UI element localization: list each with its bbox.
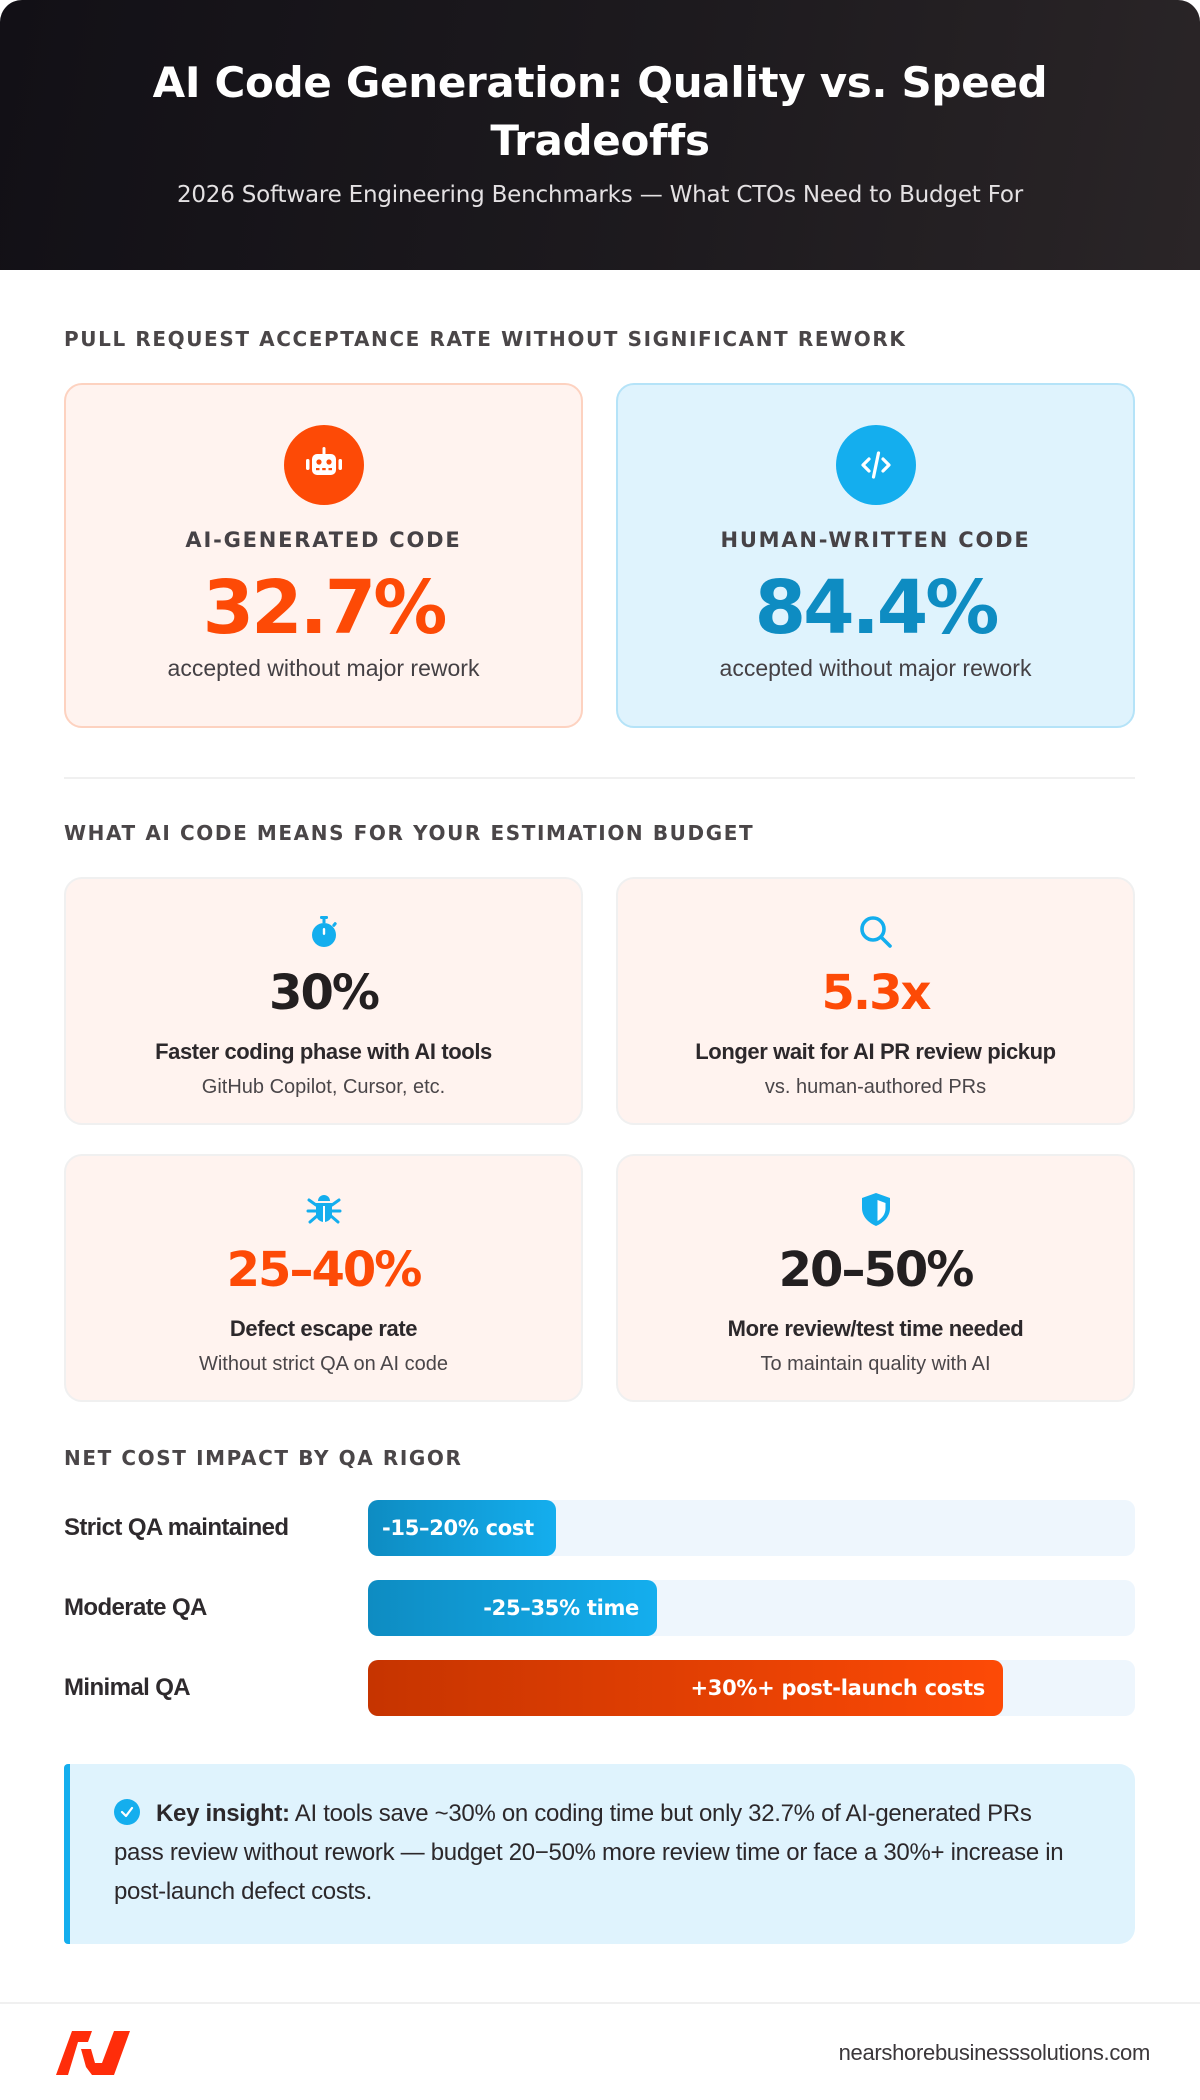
footer-divider: [0, 2002, 1200, 2004]
footer-website-link[interactable]: nearshorebusinesssolutions.com: [838, 2040, 1151, 2065]
section-heading-net-cost: NET COST IMPACT BY QA RIGOR: [64, 1446, 463, 1470]
bar-track: +30%+ post-launch costs: [368, 1660, 1135, 1716]
ai-card-label: AI-GENERATED CODE: [185, 528, 462, 552]
header-banner: AI Code Generation: Quality vs. Speed Tr…: [0, 0, 1200, 270]
ai-generated-card: AI-GENERATED CODE 32.7% accepted without…: [64, 383, 583, 728]
stat-card-review-wait: 5.3x Longer wait for AI PR review pickup…: [616, 877, 1135, 1125]
stat-subtitle: To maintain quality with AI: [760, 1353, 991, 1375]
shield-icon: [857, 1190, 895, 1228]
ai-card-caption: accepted without major rework: [167, 655, 480, 681]
stat-subtitle: Without strict QA on AI code: [198, 1353, 448, 1375]
stat-card-coding-speed: 30% Faster coding phase with AI tools Gi…: [64, 877, 583, 1125]
stat-subtitle: GitHub Copilot, Cursor, etc.: [201, 1076, 446, 1098]
bar-fill-minimal-qa: +30%+ post-launch costs: [368, 1660, 1003, 1716]
bar-row-minimal-qa: Minimal QA +30%+ post-launch costs: [64, 1660, 1135, 1716]
human-card-label: HUMAN-WRITTEN CODE: [720, 528, 1031, 552]
human-acceptance-value: 84.4%: [754, 565, 1000, 651]
bar-label: Minimal QA: [64, 1674, 191, 1701]
insight-lead: Key insight:: [156, 1800, 290, 1827]
bar-label: Strict QA maintained: [64, 1514, 289, 1541]
human-written-card: HUMAN-WRITTEN CODE 84.4% accepted withou…: [616, 383, 1135, 728]
check-circle-icon: [114, 1799, 140, 1825]
bar-row-moderate-qa: Moderate QA -25–35% time: [64, 1580, 1135, 1636]
stat-value: 30%: [269, 965, 380, 1021]
stat-title: Longer wait for AI PR review pickup: [695, 1039, 1056, 1064]
brand-logo: [48, 2027, 148, 2079]
stat-value: 5.3x: [821, 965, 932, 1021]
stat-title: Faster coding phase with AI tools: [155, 1039, 492, 1064]
bar-track: -25–35% time: [368, 1580, 1135, 1636]
insight-text: Key insight: AI tools save ~30% on codin…: [114, 1794, 1085, 1911]
stat-value: 20–50%: [778, 1242, 975, 1298]
section-divider: [64, 777, 1135, 779]
page-title: AI Code Generation: Quality vs. Speed Tr…: [152, 58, 1048, 165]
page-subtitle: 2026 Software Engineering Benchmarks — W…: [176, 182, 1024, 208]
insight-body: AI tools save ~30% on coding time but on…: [114, 1800, 1064, 1905]
bar-fill-moderate-qa: -25–35% time: [368, 1580, 657, 1636]
stat-card-review-time: 20–50% More review/test time needed To m…: [616, 1154, 1135, 1402]
stat-title: Defect escape rate: [229, 1316, 418, 1341]
section-heading-budget: WHAT AI CODE MEANS FOR YOUR ESTIMATION B…: [64, 821, 755, 845]
human-card-caption: accepted without major rework: [719, 655, 1032, 681]
search-icon: [857, 913, 895, 951]
stopwatch-icon: [305, 913, 343, 951]
bar-label: Moderate QA: [64, 1594, 207, 1621]
stat-card-defect-escape: 25–40% Defect escape rate Without strict…: [64, 1154, 583, 1402]
stat-value: 25–40%: [226, 1242, 423, 1298]
bar-track: -15–20% cost: [368, 1500, 1135, 1556]
key-insight-callout: Key insight: AI tools save ~30% on codin…: [64, 1764, 1135, 1944]
bar-row-strict-qa: Strict QA maintained -15–20% cost: [64, 1500, 1135, 1556]
robot-icon: [283, 425, 364, 505]
bar-fill-strict-qa: -15–20% cost: [368, 1500, 556, 1556]
code-icon: [835, 425, 916, 505]
bug-icon: [305, 1190, 343, 1228]
stat-title: More review/test time needed: [727, 1316, 1024, 1341]
ai-acceptance-value: 32.7%: [202, 565, 448, 651]
stat-subtitle: vs. human-authored PRs: [764, 1076, 987, 1098]
section-heading-acceptance: PULL REQUEST ACCEPTANCE RATE WITHOUT SIG…: [64, 327, 907, 351]
